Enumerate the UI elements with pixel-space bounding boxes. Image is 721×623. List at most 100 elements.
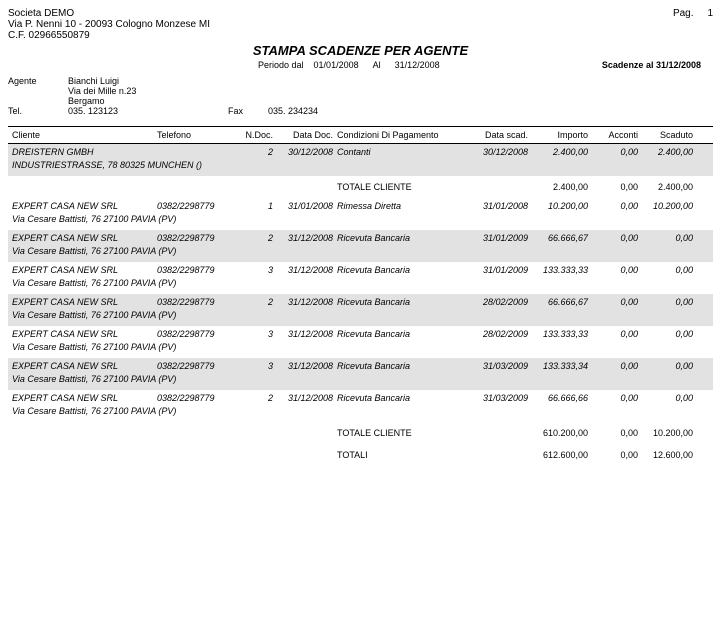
period-al-label: Al (373, 60, 381, 70)
company-name: Societa DEMO (8, 8, 210, 19)
cell-importo: 66.666,67 (530, 233, 590, 243)
cell-ndoc: 2 (240, 393, 275, 403)
total-acconti: 0,00 (590, 428, 640, 438)
cell-importo: 66.666,67 (530, 297, 590, 307)
page-number: 1 (707, 8, 713, 19)
col-cliente: Cliente (10, 130, 155, 140)
address-row: Via Cesare Battisti, 76 27100 PAVIA (PV) (8, 342, 713, 358)
col-scaduto: Scaduto (640, 130, 695, 140)
cell-telefono: 0382/2298779 (155, 297, 240, 307)
cell-acconti: 0,00 (590, 233, 640, 243)
cell-cliente: EXPERT CASA NEW SRL (10, 361, 155, 371)
table-row: EXPERT CASA NEW SRL0382/2298779331/12/20… (8, 262, 713, 278)
total-scaduto: 2.400,00 (640, 182, 695, 192)
table-row: EXPERT CASA NEW SRL0382/2298779331/12/20… (8, 326, 713, 342)
cell-scaduto: 0,00 (640, 393, 695, 403)
cell-importo: 133.333,34 (530, 361, 590, 371)
cell-address: Via Cesare Battisti, 76 27100 PAVIA (PV) (10, 374, 275, 384)
report-title: STAMPA SCADENZE PER AGENTE (8, 43, 713, 58)
cell-telefono: 0382/2298779 (155, 233, 240, 243)
cell-datascad: 31/03/2009 (465, 361, 530, 371)
agent-addr2: Bergamo (68, 96, 228, 106)
cell-importo: 133.333,33 (530, 329, 590, 339)
cell-datadoc: 31/12/2008 (275, 233, 335, 243)
cell-telefono: 0382/2298779 (155, 201, 240, 211)
cell-ndoc: 2 (240, 297, 275, 307)
cell-datascad: 30/12/2008 (465, 147, 530, 157)
fax-label: Fax (228, 106, 268, 116)
cell-cliente: EXPERT CASA NEW SRL (10, 329, 155, 339)
table-row: DREISTERN GMBH230/12/2008Contanti30/12/2… (8, 144, 713, 160)
col-datascad: Data scad. (465, 130, 530, 140)
page-label: Pag. (673, 8, 694, 19)
cell-address: Via Cesare Battisti, 76 27100 PAVIA (PV) (10, 214, 275, 224)
cell-acconti: 0,00 (590, 297, 640, 307)
agent-label: Agente (8, 76, 68, 86)
total-importo: 2.400,00 (530, 182, 590, 192)
tel-label: Tel. (8, 106, 68, 116)
cell-datascad: 31/03/2009 (465, 393, 530, 403)
cell-scaduto: 0,00 (640, 329, 695, 339)
period-from: 01/01/2008 (314, 60, 359, 70)
cell-datascad: 28/02/2009 (465, 297, 530, 307)
company-cf: C.F. 02966550879 (8, 30, 210, 41)
cell-datadoc: 31/12/2008 (275, 393, 335, 403)
cell-scaduto: 0,00 (640, 297, 695, 307)
cell-acconti: 0,00 (590, 265, 640, 275)
cell-cond: Ricevuta Bancaria (335, 297, 465, 307)
agent-fax: 035. 234234 (268, 106, 318, 116)
cell-ndoc: 2 (240, 233, 275, 243)
cell-importo: 10.200,00 (530, 201, 590, 211)
cell-address: Via Cesare Battisti, 76 27100 PAVIA (PV) (10, 406, 275, 416)
cell-datascad: 28/02/2009 (465, 329, 530, 339)
cell-datadoc: 30/12/2008 (275, 147, 335, 157)
total-scaduto: 10.200,00 (640, 428, 695, 438)
cell-address: Via Cesare Battisti, 76 27100 PAVIA (PV) (10, 278, 275, 288)
col-acconti: Acconti (590, 130, 640, 140)
cell-telefono: 0382/2298779 (155, 361, 240, 371)
cell-address: INDUSTRIESTRASSE, 78 80325 MUNCHEN () (10, 160, 275, 170)
cell-address: Via Cesare Battisti, 76 27100 PAVIA (PV) (10, 310, 275, 320)
col-datadoc: Data Doc. (275, 130, 335, 140)
cell-cond: Rimessa Diretta (335, 201, 465, 211)
cell-scaduto: 0,00 (640, 233, 695, 243)
total-row: TOTALE CLIENTE2.400,000,002.400,00 (8, 176, 713, 198)
col-cond: Condizioni Di Pagamento (335, 130, 465, 140)
col-telefono: Telefono (155, 130, 240, 140)
cell-datadoc: 31/01/2008 (275, 201, 335, 211)
cell-scaduto: 0,00 (640, 361, 695, 371)
address-row: Via Cesare Battisti, 76 27100 PAVIA (PV) (8, 214, 713, 230)
address-row: INDUSTRIESTRASSE, 78 80325 MUNCHEN () (8, 160, 713, 176)
cell-datadoc: 31/12/2008 (275, 297, 335, 307)
table-row: EXPERT CASA NEW SRL0382/2298779231/12/20… (8, 294, 713, 310)
col-importo: Importo (530, 130, 590, 140)
col-ndoc: N.Doc. (240, 130, 275, 140)
cell-cond: Contanti (335, 147, 465, 157)
cell-ndoc: 3 (240, 329, 275, 339)
cell-datadoc: 31/12/2008 (275, 329, 335, 339)
cell-scaduto: 10.200,00 (640, 201, 695, 211)
cell-importo: 66.666,66 (530, 393, 590, 403)
period-to: 31/12/2008 (395, 60, 440, 70)
cell-cliente: EXPERT CASA NEW SRL (10, 297, 155, 307)
cell-datadoc: 31/12/2008 (275, 265, 335, 275)
cell-acconti: 0,00 (590, 201, 640, 211)
cell-scaduto: 0,00 (640, 265, 695, 275)
scadenze-label: Scadenze al 31/12/2008 (602, 60, 701, 70)
total-label: TOTALI (335, 450, 465, 460)
cell-telefono: 0382/2298779 (155, 265, 240, 275)
cell-cliente: EXPERT CASA NEW SRL (10, 233, 155, 243)
address-row: Via Cesare Battisti, 76 27100 PAVIA (PV) (8, 374, 713, 390)
cell-cliente: EXPERT CASA NEW SRL (10, 201, 155, 211)
cell-cliente: EXPERT CASA NEW SRL (10, 265, 155, 275)
total-importo: 610.200,00 (530, 428, 590, 438)
agent-addr1: Via dei Mille n.23 (68, 86, 228, 96)
cell-cond: Ricevuta Bancaria (335, 233, 465, 243)
cell-acconti: 0,00 (590, 329, 640, 339)
table-row: EXPERT CASA NEW SRL0382/2298779231/12/20… (8, 390, 713, 406)
table-row: EXPERT CASA NEW SRL0382/2298779331/12/20… (8, 358, 713, 374)
cell-cliente: DREISTERN GMBH (10, 147, 155, 157)
cell-acconti: 0,00 (590, 361, 640, 371)
cell-ndoc: 3 (240, 265, 275, 275)
address-row: Via Cesare Battisti, 76 27100 PAVIA (PV) (8, 246, 713, 262)
